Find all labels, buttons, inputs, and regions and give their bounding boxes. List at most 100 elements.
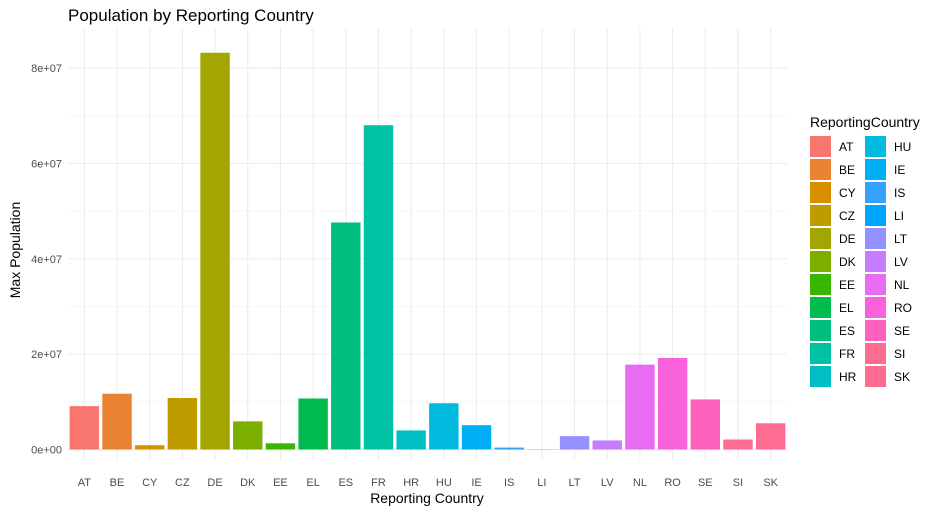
legend-key-ro bbox=[865, 297, 886, 318]
legend-key-cy bbox=[810, 182, 831, 203]
legend-key-se bbox=[865, 320, 886, 341]
legend-label: LI bbox=[894, 209, 904, 223]
legend-label: LV bbox=[894, 255, 908, 269]
legend-key-hr bbox=[810, 366, 831, 387]
x-tick-label: BE bbox=[110, 477, 125, 489]
legend-key-hu bbox=[865, 136, 886, 157]
x-tick-label: FR bbox=[371, 477, 386, 489]
legend-label: IS bbox=[894, 186, 905, 200]
legend-label: LT bbox=[894, 232, 908, 246]
x-tick-label: DE bbox=[207, 477, 222, 489]
legend-key-cz bbox=[810, 205, 831, 226]
x-tick-label: SI bbox=[733, 477, 743, 489]
bar-at bbox=[69, 406, 100, 450]
legend-label: BE bbox=[839, 163, 855, 177]
legend-label: CZ bbox=[839, 209, 855, 223]
legend-key-sk bbox=[865, 366, 886, 387]
legend-key-fr bbox=[810, 343, 831, 364]
legend-label: EL bbox=[839, 301, 854, 315]
legend-label: AT bbox=[839, 140, 854, 154]
legend-label: HU bbox=[894, 140, 911, 154]
legend-key-nl bbox=[865, 274, 886, 295]
x-tick-label: AT bbox=[78, 477, 92, 489]
y-axis-title: Max Population bbox=[7, 202, 23, 299]
legend-key-si bbox=[865, 343, 886, 364]
legend-label: SE bbox=[894, 324, 910, 338]
y-tick-label: 4e+07 bbox=[31, 254, 62, 266]
x-tick-label: ES bbox=[338, 477, 353, 489]
legend-key-el bbox=[810, 297, 831, 318]
legend-label: CY bbox=[839, 186, 856, 200]
legend-key-dk bbox=[810, 251, 831, 272]
bar-be bbox=[102, 393, 132, 450]
x-tick-label: CY bbox=[142, 477, 158, 489]
x-tick-label: CZ bbox=[175, 477, 190, 489]
legend-label: HR bbox=[839, 370, 857, 384]
legend-key-li bbox=[865, 205, 886, 226]
bar-si bbox=[723, 439, 753, 450]
legend-key-lv bbox=[865, 251, 886, 272]
bar-cy bbox=[134, 445, 165, 450]
bar-nl bbox=[625, 364, 655, 450]
legend-label: SI bbox=[894, 347, 905, 361]
bar-de bbox=[200, 52, 230, 450]
legend-label: ES bbox=[839, 324, 855, 338]
legend-label: FR bbox=[839, 347, 855, 361]
legend-label: EE bbox=[839, 278, 855, 292]
x-tick-label: SE bbox=[698, 477, 713, 489]
legend-title: ReportingCountry bbox=[810, 114, 920, 130]
x-tick-label: LV bbox=[601, 477, 614, 489]
chart-title: Population by Reporting Country bbox=[68, 6, 314, 25]
legend-label: SK bbox=[894, 370, 910, 384]
legend-key-de bbox=[810, 228, 831, 249]
x-tick-label: EE bbox=[273, 477, 288, 489]
y-tick-label: 0e+00 bbox=[31, 445, 62, 457]
x-tick-label: NL bbox=[633, 477, 647, 489]
legend-key-be bbox=[810, 159, 831, 180]
legend-label: DE bbox=[839, 232, 856, 246]
legend-key-es bbox=[810, 320, 831, 341]
x-tick-label: IS bbox=[504, 477, 514, 489]
legend-key-ee bbox=[810, 274, 831, 295]
bar-hu bbox=[429, 403, 459, 450]
legend-label: IE bbox=[894, 163, 905, 177]
x-tick-label: HU bbox=[436, 477, 452, 489]
bars bbox=[69, 52, 786, 450]
x-tick-label: LI bbox=[537, 477, 546, 489]
bar-cz bbox=[167, 397, 198, 450]
legend-key-lt bbox=[865, 228, 886, 249]
x-tick-label: SK bbox=[763, 477, 778, 489]
bar-hr bbox=[396, 430, 426, 450]
bar-is bbox=[494, 447, 524, 450]
x-tick-label: RO bbox=[664, 477, 681, 489]
bar-lt bbox=[559, 436, 590, 450]
bar-el bbox=[298, 398, 328, 450]
x-tick-label: IE bbox=[471, 477, 481, 489]
x-tick-label: HR bbox=[403, 477, 419, 489]
bar-dk bbox=[233, 421, 263, 450]
bar-es bbox=[331, 222, 361, 450]
bar-sk bbox=[755, 423, 786, 450]
bar-ro bbox=[657, 357, 688, 450]
legend: ReportingCountry AT BE CY CZ DE DK EE EL ES FR HR H… bbox=[810, 114, 920, 387]
x-tick-label: DK bbox=[240, 477, 256, 489]
y-axis-ticks: 0e+00 2e+07 4e+07 6e+07 8e+07 bbox=[31, 63, 62, 457]
y-tick-label: 6e+07 bbox=[31, 158, 62, 170]
x-axis-title: Reporting Country bbox=[370, 490, 484, 506]
bar-ee bbox=[265, 443, 296, 450]
legend-label: RO bbox=[894, 301, 912, 315]
legend-key-at bbox=[810, 136, 831, 157]
x-tick-label: EL bbox=[306, 477, 319, 489]
bar-lv bbox=[592, 440, 622, 450]
x-tick-label: LT bbox=[569, 477, 581, 489]
bar-fr bbox=[363, 125, 394, 450]
bar-se bbox=[690, 399, 721, 450]
legend-key-ie bbox=[865, 159, 886, 180]
bar-ie bbox=[461, 425, 492, 450]
y-tick-label: 8e+07 bbox=[31, 63, 62, 75]
legend-label: DK bbox=[839, 255, 856, 269]
y-tick-label: 2e+07 bbox=[31, 349, 62, 361]
legend-key-is bbox=[865, 182, 886, 203]
grid-lines bbox=[68, 28, 787, 460]
